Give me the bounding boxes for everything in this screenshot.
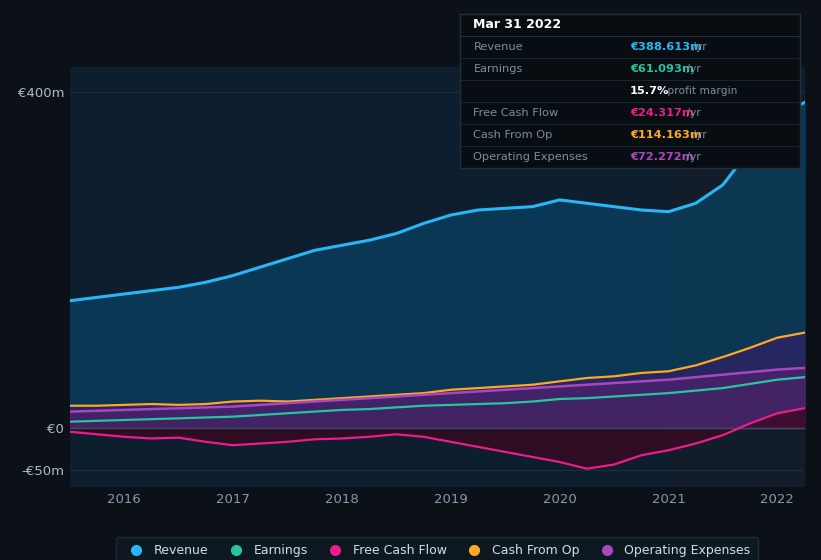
Text: /yr: /yr — [682, 64, 700, 74]
Legend: Revenue, Earnings, Free Cash Flow, Cash From Op, Operating Expenses: Revenue, Earnings, Free Cash Flow, Cash … — [117, 537, 758, 560]
Text: €114.163m: €114.163m — [631, 130, 702, 140]
Text: Revenue: Revenue — [474, 42, 523, 52]
Text: Earnings: Earnings — [474, 64, 523, 74]
Text: Operating Expenses: Operating Expenses — [474, 152, 588, 162]
Text: /yr: /yr — [682, 108, 700, 118]
Text: Mar 31 2022: Mar 31 2022 — [474, 18, 562, 31]
Text: Cash From Op: Cash From Op — [474, 130, 553, 140]
Text: Free Cash Flow: Free Cash Flow — [474, 108, 558, 118]
Text: /yr: /yr — [689, 42, 706, 52]
Text: €24.317m: €24.317m — [631, 108, 694, 118]
Text: 15.7%: 15.7% — [631, 86, 669, 96]
Text: €61.093m: €61.093m — [631, 64, 694, 74]
Text: €72.272m: €72.272m — [631, 152, 694, 162]
Text: €388.613m: €388.613m — [631, 42, 702, 52]
Bar — [668, 67, 821, 487]
Text: /yr: /yr — [682, 152, 700, 162]
Text: /yr: /yr — [689, 130, 706, 140]
Text: profit margin: profit margin — [664, 86, 737, 96]
